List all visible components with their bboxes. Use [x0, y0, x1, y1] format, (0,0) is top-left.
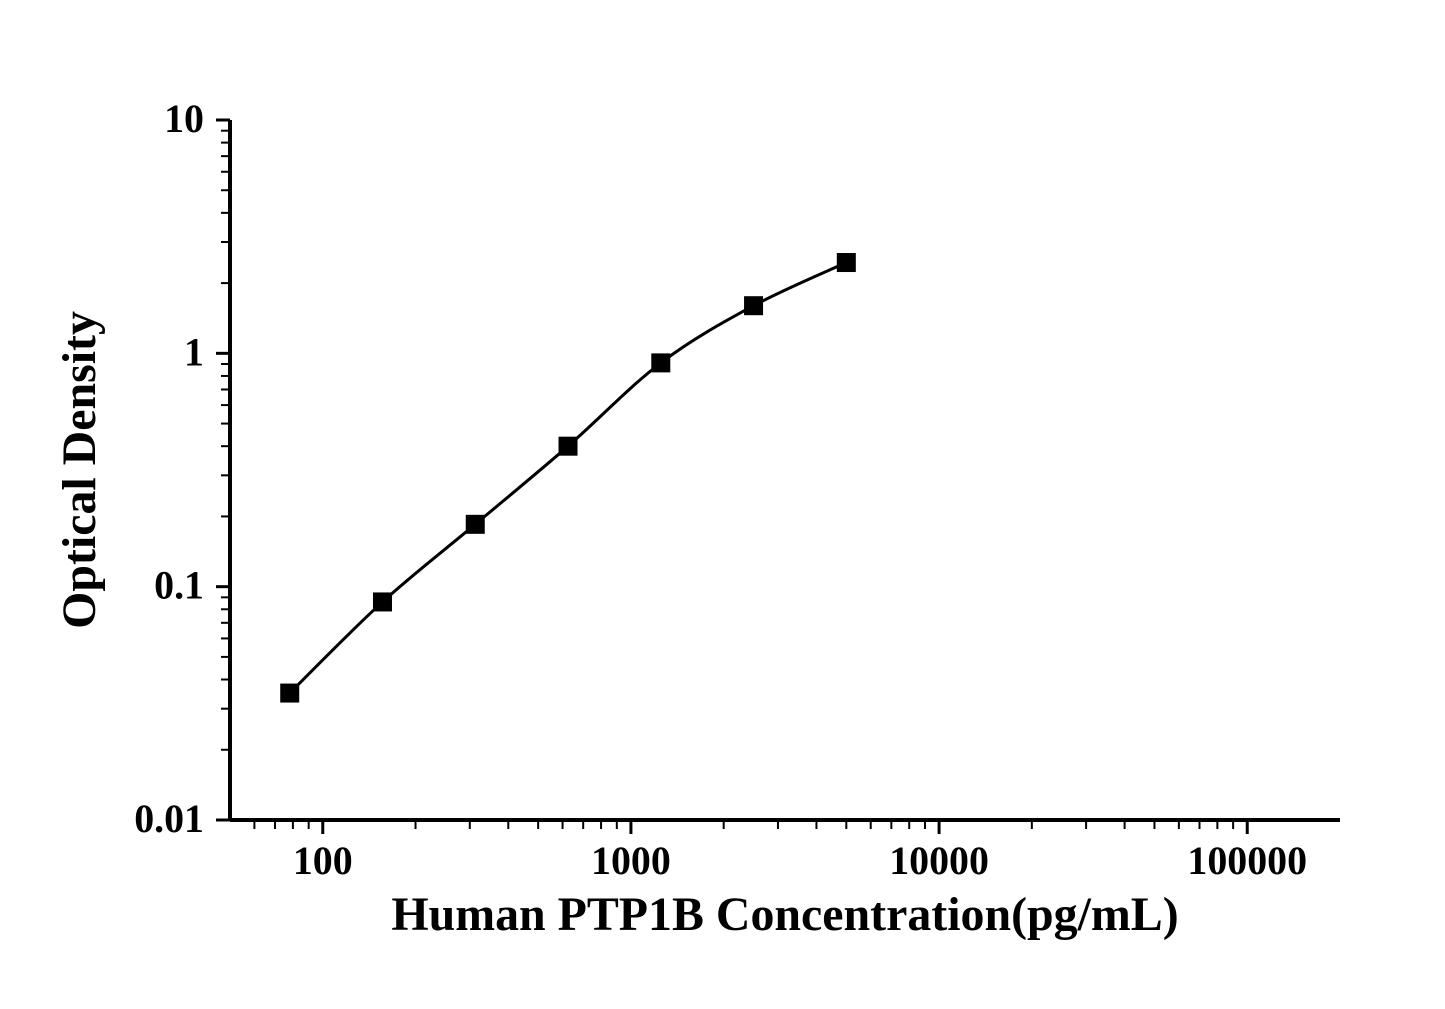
data-marker — [559, 437, 577, 455]
data-marker — [466, 515, 484, 533]
y-tick-label: 10 — [164, 96, 204, 141]
data-marker — [745, 297, 763, 315]
y-tick-label: 0.1 — [154, 563, 204, 608]
x-tick-label: 100000 — [1187, 838, 1307, 883]
x-axis-label: Human PTP1B Concentration(pg/mL) — [391, 888, 1178, 941]
chart-container: 100 1000 10000 100000 0.01 0.1 1 10 Human PTP1B … — [0, 0, 1445, 1009]
data-marker — [281, 684, 299, 702]
x-tick-label: 100 — [293, 838, 353, 883]
y-axis-label: Optical Density — [53, 311, 106, 629]
data-marker — [837, 254, 855, 272]
y-tick-label: 0.01 — [134, 796, 204, 841]
x-tick-label: 1000 — [591, 838, 671, 883]
x-tick-label: 10000 — [889, 838, 989, 883]
data-marker — [373, 593, 391, 611]
y-tick-label: 1 — [184, 329, 204, 374]
data-marker — [652, 354, 670, 372]
standard-curve-chart: 100 1000 10000 100000 0.01 0.1 1 10 Human PTP1B … — [0, 0, 1445, 1009]
